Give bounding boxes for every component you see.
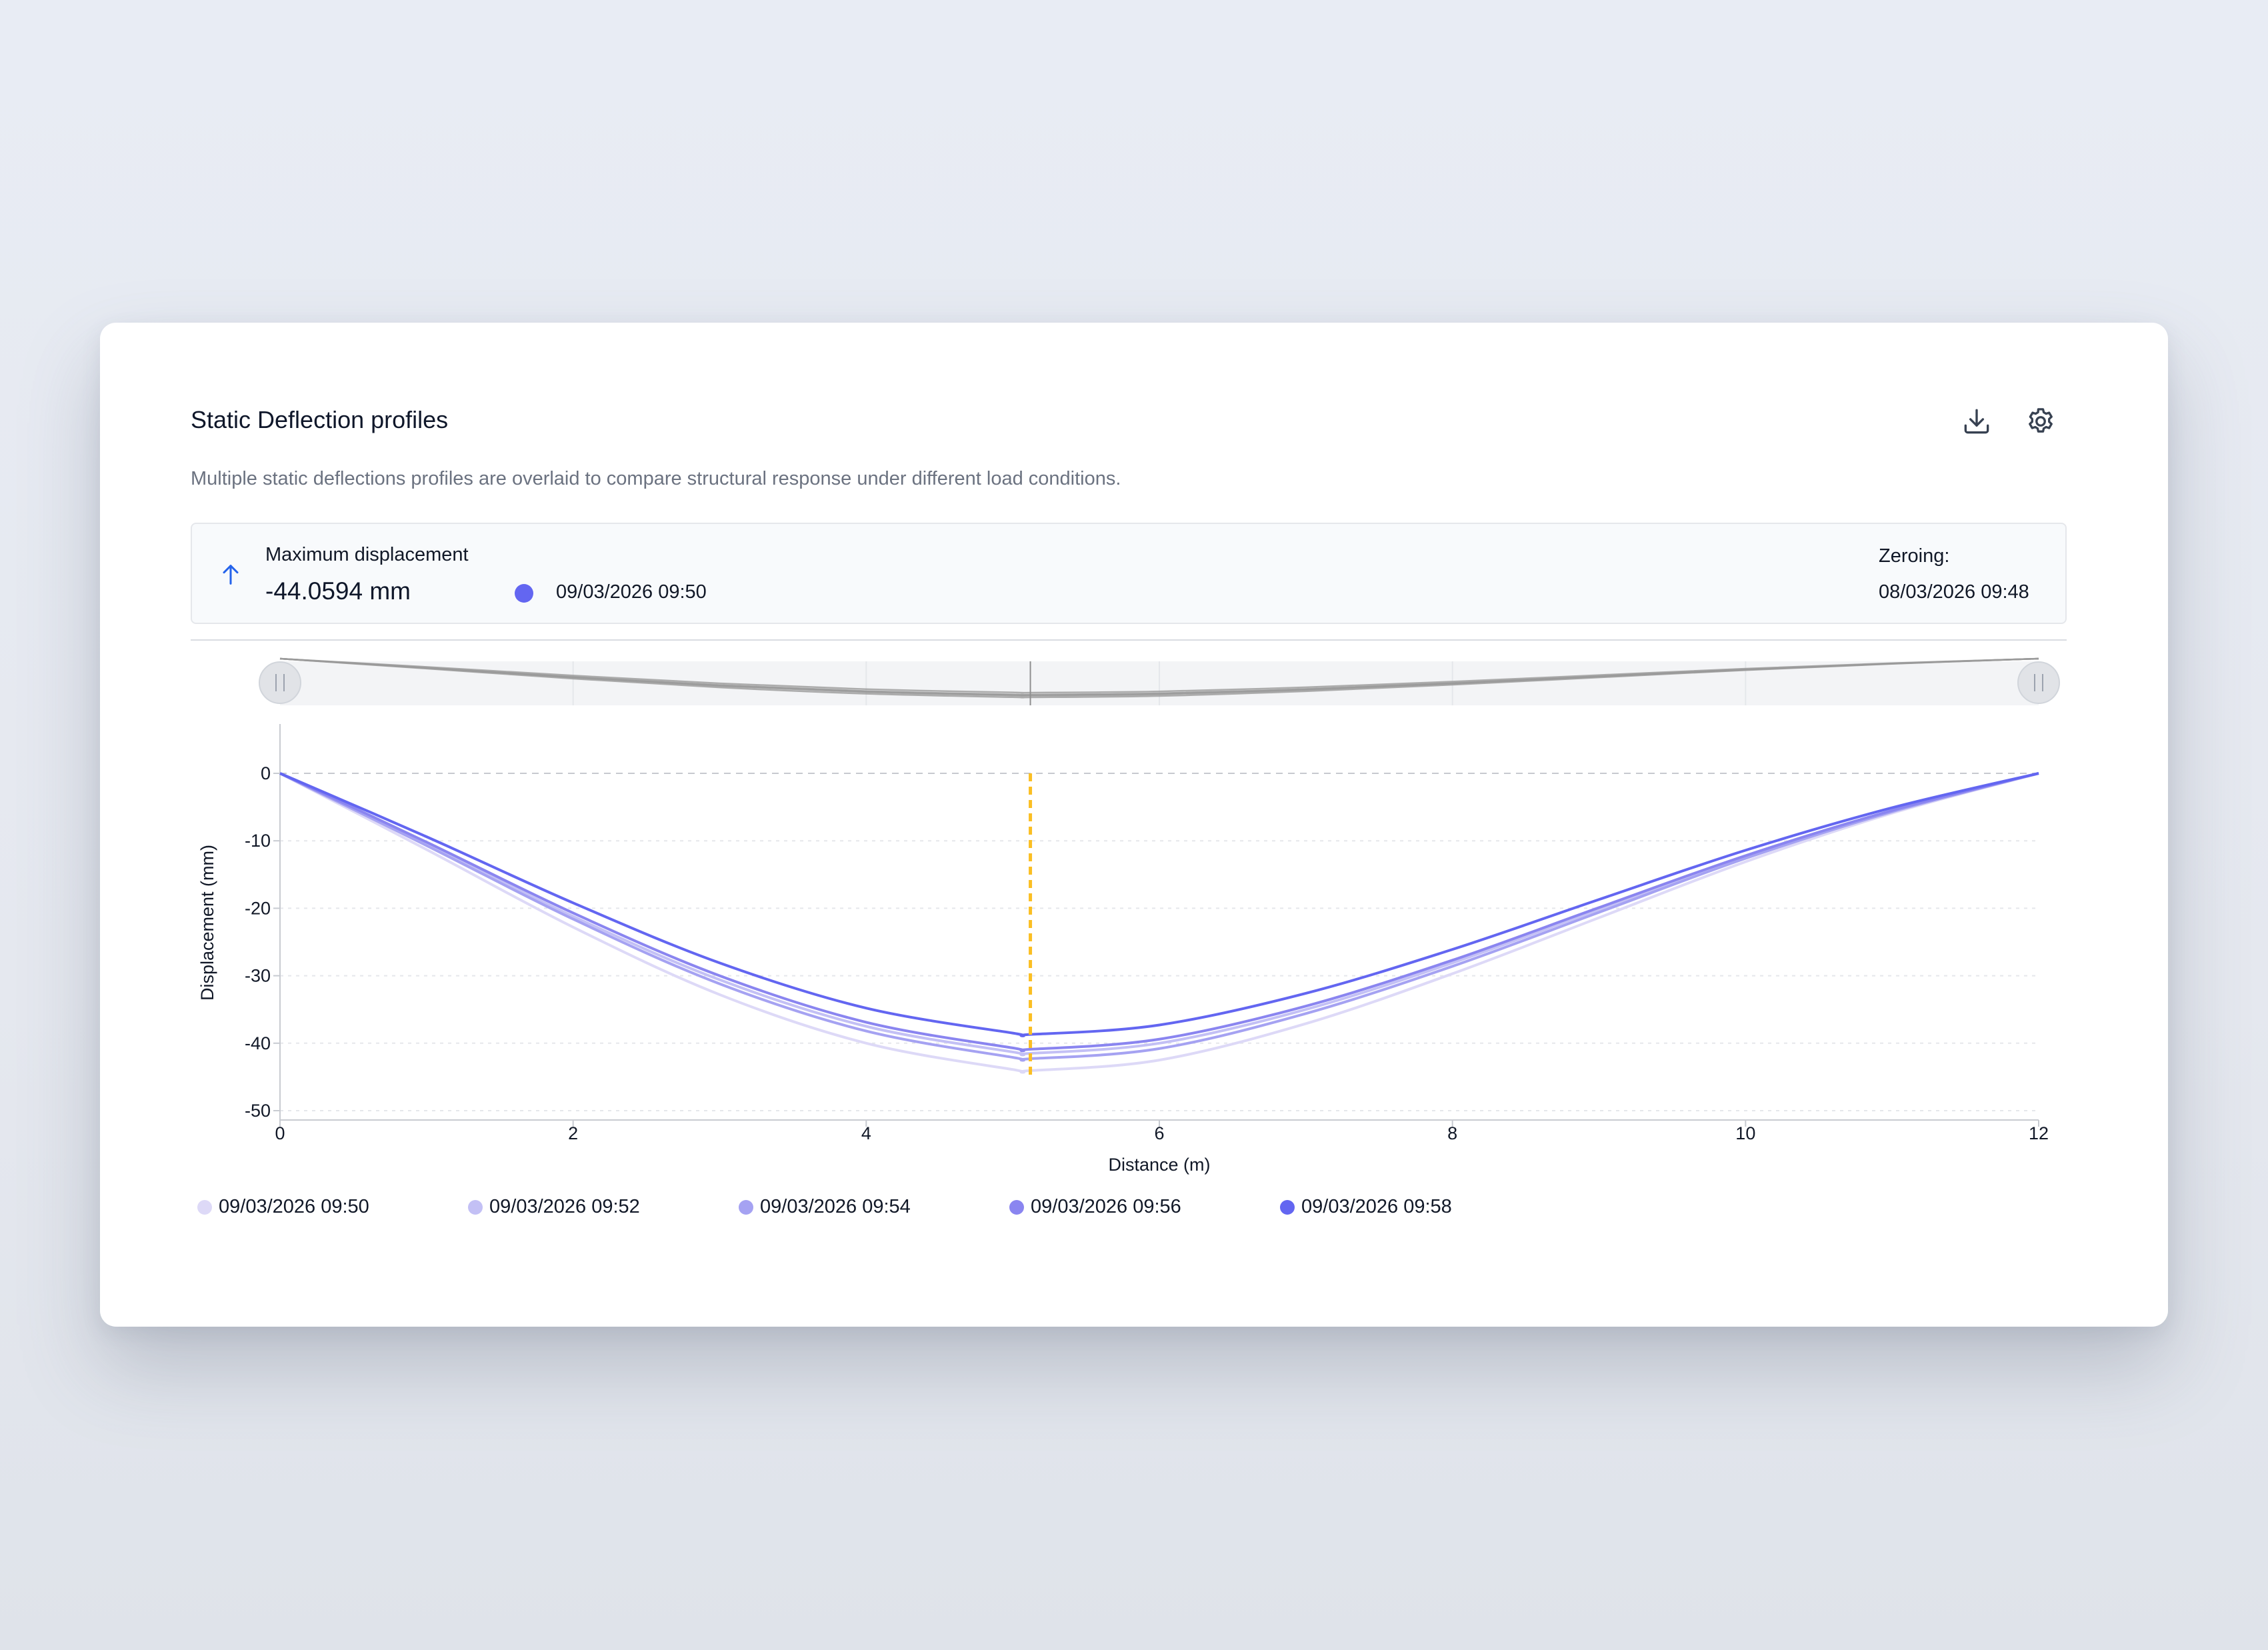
download-button[interactable] [1957, 401, 1997, 441]
y-tick-label: -10 [245, 831, 271, 851]
chart-legend: 09/03/2026 09:50 09/03/2026 09:52 09/03/20… [197, 1196, 1551, 1218]
card-subtitle: Multiple static deflections profiles are… [191, 468, 1121, 489]
divider [191, 639, 2067, 641]
gear-icon [2029, 408, 2053, 433]
zeroing-label: Zeroing: [1879, 545, 1950, 567]
legend-label: 09/03/2026 09:58 [1301, 1196, 1452, 1217]
legend-label: 09/03/2026 09:50 [219, 1196, 369, 1217]
x-axis-title: Distance (m) [1108, 1155, 1210, 1175]
legend-label: 09/03/2026 09:52 [489, 1196, 640, 1217]
y-tick-label: 0 [261, 763, 271, 783]
max-series-dot [515, 584, 533, 603]
x-tick-label: 10 [1735, 1123, 1755, 1143]
brush-handle-right[interactable] [2017, 661, 2060, 704]
x-tick-label: 4 [861, 1123, 871, 1143]
deflection-chart: 0 2 4 6 8 10 12 0-10-20-30-40-50 Distance (m) … [197, 657, 2060, 1175]
brush-navigator[interactable] [259, 657, 2060, 705]
y-tick-label: -30 [245, 966, 271, 986]
legend-swatch [468, 1199, 483, 1215]
y-tick-label: -20 [245, 898, 271, 918]
max-displacement-label: Maximum displacement [265, 544, 469, 565]
x-tick-label: 0 [275, 1123, 285, 1143]
deflection-card: Static Deflection profiles Multiple stat… [100, 323, 2168, 1327]
max-displacement-value: -44.0594 mm [265, 577, 411, 605]
max-displacement-summary: Maximum displacement -44.0594 mm 09/03/2… [191, 523, 2067, 624]
series-line-2[interactable] [279, 772, 2039, 1057]
max-displacement-time: 09/03/2026 09:50 [556, 581, 707, 603]
settings-button[interactable] [2021, 401, 2061, 441]
y-tick-label: -50 [245, 1101, 271, 1121]
x-tick-label: 2 [568, 1123, 578, 1143]
x-tick-label: 6 [1154, 1123, 1164, 1143]
series-line-4[interactable] [279, 772, 2039, 1053]
card-title: Static Deflection profiles [191, 406, 449, 433]
download-icon [1964, 409, 1989, 434]
legend-label: 09/03/2026 09:54 [760, 1196, 911, 1217]
legend-item[interactable]: 09/03/2026 09:52 [468, 1196, 739, 1218]
legend-item[interactable]: 09/03/2026 09:54 [739, 1196, 1009, 1218]
series-line-5[interactable] [279, 772, 2039, 1037]
brush-series-line-5 [279, 657, 2039, 694]
brush-handle-left[interactable] [259, 661, 301, 704]
legend-swatch [197, 1199, 212, 1215]
x-tick-label: 12 [2029, 1123, 2049, 1143]
series-line-1[interactable] [279, 772, 2039, 1074]
y-axis-title: Displacement (mm) [197, 845, 217, 1001]
zeroing-time: 08/03/2026 09:48 [1879, 581, 2029, 603]
legend-item[interactable]: 09/03/2026 09:50 [197, 1196, 468, 1218]
legend-label: 09/03/2026 09:56 [1031, 1196, 1181, 1217]
legend-swatch [1009, 1199, 1024, 1215]
series-line-3[interactable] [279, 772, 2039, 1062]
legend-item[interactable]: 09/03/2026 09:58 [1280, 1196, 1551, 1218]
legend-swatch [739, 1199, 753, 1215]
legend-swatch [1280, 1199, 1295, 1215]
arrow-up-icon [223, 565, 239, 585]
legend-item[interactable]: 09/03/2026 09:56 [1009, 1196, 1280, 1218]
x-tick-label: 8 [1447, 1123, 1457, 1143]
y-tick-label: -40 [245, 1033, 271, 1053]
